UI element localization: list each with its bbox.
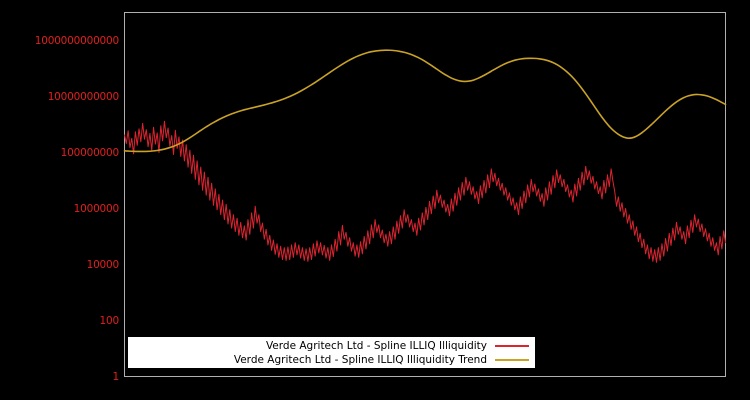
chart-legend: Verde Agritech Ltd - Spline ILLIQ Illiqu…: [128, 337, 535, 368]
y-tick-label: 10000000000: [47, 90, 119, 103]
series-line-illiquidity-trend: [123, 49, 727, 153]
legend-entry-illiquidity-trend: Verde Agritech Ltd - Spline ILLIQ Illiqu…: [128, 353, 529, 367]
y-tick-label: 100: [99, 314, 120, 327]
plot-frame-border: [124, 12, 726, 377]
series-layer: [123, 49, 727, 263]
series-line-illiquidity: [124, 120, 726, 263]
legend-label-illiquidity: Verde Agritech Ltd - Spline ILLIQ Illiqu…: [265, 339, 487, 352]
legend-swatch-illiquidity-trend: [495, 358, 529, 361]
y-axis-tick-labels: 1000000000000 10000000000 100000000 1000000…: [0, 0, 119, 400]
legend-entry-illiquidity: Verde Agritech Ltd - Spline ILLIQ Illiqu…: [128, 339, 529, 353]
y-tick-label: 1000000: [73, 202, 120, 215]
y-tick-label: 100000000: [60, 146, 120, 159]
y-tick-label: 1000000000000: [34, 34, 119, 47]
legend-swatch-illiquidity: [495, 344, 529, 347]
y-tick-label: 1: [112, 370, 120, 383]
y-tick-label: 10000: [86, 258, 120, 271]
legend-label-illiquidity-trend: Verde Agritech Ltd - Spline ILLIQ Illiqu…: [233, 353, 487, 366]
